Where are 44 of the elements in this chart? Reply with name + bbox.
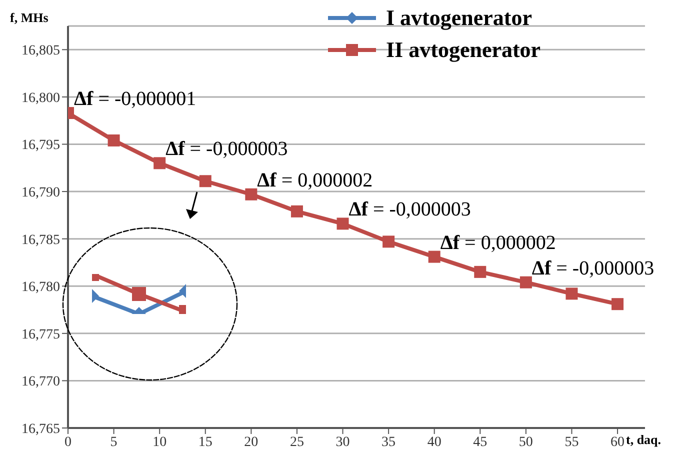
y-axis-title: f, MHs — [10, 10, 48, 26]
point — [245, 188, 258, 200]
annotation: Δf = -0,000003 — [166, 138, 288, 160]
x-tick-label: 45 — [473, 434, 488, 450]
x-tick-label: 5 — [110, 434, 118, 450]
y-tick-label: 16,795 — [22, 138, 60, 154]
point — [336, 218, 349, 230]
point — [566, 288, 578, 300]
x-tick-label: 40 — [427, 434, 442, 450]
y-tick-label: 16,770 — [22, 374, 60, 390]
x-tick-label: 20 — [244, 434, 258, 450]
y-tick-label: 16,785 — [22, 232, 60, 248]
x-tick-label: 10 — [152, 434, 167, 450]
x-tick-label: 30 — [336, 434, 350, 450]
x-tick-label: 35 — [382, 434, 396, 450]
y-tick-label: 16,775 — [22, 327, 60, 342]
annotation: Δf = -0,000003 — [348, 198, 471, 221]
x-tick-label: 60 — [610, 434, 625, 450]
x-tick-label: 50 — [518, 434, 533, 450]
y-tick-label: 16,780 — [22, 280, 60, 296]
annotation: Δf = -0,000001 — [74, 88, 196, 110]
y-tick-label: 16,790 — [22, 186, 60, 200]
x-tick-label: 0 — [64, 434, 72, 450]
point — [520, 276, 532, 288]
legend-label: I avtogenerator — [386, 5, 532, 31]
point — [474, 266, 486, 278]
annotation: Δf = 0,000002 — [257, 169, 373, 192]
point — [290, 205, 303, 218]
x-tick-label: 15 — [198, 434, 212, 450]
legend-label: II avtogenerator — [386, 37, 541, 63]
y-tick-label: 16,800 — [22, 90, 60, 106]
y-tick-label: 16,765 — [22, 422, 60, 437]
x-tick-label: 25 — [290, 434, 304, 450]
x-axis-title: t, daq. — [626, 432, 662, 448]
x-tick-label: 55 — [564, 434, 579, 450]
point — [199, 175, 212, 188]
point — [154, 157, 166, 170]
point — [382, 236, 395, 248]
y-tick-label: 16,805 — [22, 44, 60, 59]
annotation: Δf = -0,000003 — [532, 257, 654, 280]
point — [108, 134, 120, 146]
annotation: Δf = 0,000002 — [440, 232, 556, 254]
point — [428, 250, 440, 263]
point — [612, 298, 624, 310]
